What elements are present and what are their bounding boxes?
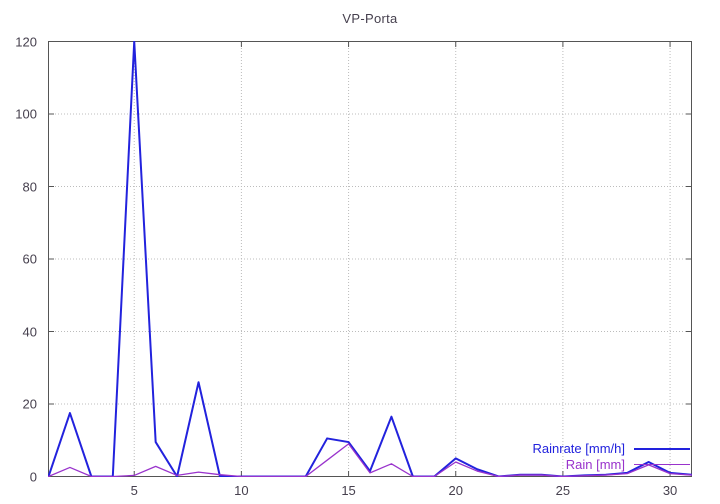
legend: Rainrate [mm/h] Rain [mm]: [533, 442, 690, 471]
legend-item-rain: Rain [mm]: [566, 458, 690, 471]
x-tick-label: 20: [448, 483, 463, 498]
y-tick-label: 40: [22, 324, 37, 339]
y-tick-label: 20: [22, 396, 37, 412]
y-tick-label: 120: [15, 34, 37, 49]
x-tick-label: 15: [341, 483, 356, 498]
legend-line-sample-rain: [634, 463, 690, 466]
y-tick-label: 60: [22, 251, 37, 267]
x-tick-label: 25: [555, 483, 571, 498]
plot-area: [48, 41, 692, 477]
y-tick-label: 80: [22, 179, 37, 194]
y-tick-label: 0: [29, 469, 37, 484]
legend-label-rainrate: Rainrate [mm/h]: [532, 441, 625, 456]
chart-title: VP-Porta: [342, 11, 398, 26]
x-tick-label: 5: [130, 483, 138, 498]
y-tick-label: 100: [15, 106, 37, 122]
legend-line-sample-rainrate: [634, 447, 690, 450]
legend-item-rainrate: Rainrate [mm/h]: [533, 442, 690, 455]
x-tick-label: 30: [662, 483, 678, 498]
plot-canvas: [48, 41, 692, 477]
x-tick-label: 10: [234, 483, 249, 498]
legend-label-rain: Rain [mm]: [565, 457, 625, 472]
